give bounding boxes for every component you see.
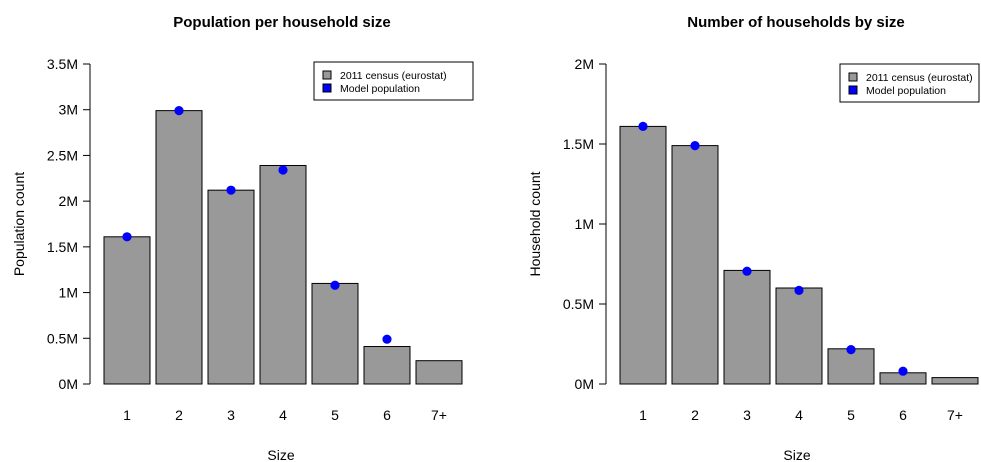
x-tick-label: 2	[691, 407, 699, 423]
bar	[775, 287, 823, 385]
y-tick-label: 1M	[59, 285, 78, 301]
y-axis-label: Household count	[527, 171, 543, 276]
legend-label-model: Model population	[340, 83, 420, 95]
model-point	[122, 232, 132, 242]
model-point	[794, 285, 804, 295]
y-tick-label: 2M	[575, 56, 594, 72]
legend-label-census: 2011 census (eurostat)	[340, 70, 447, 82]
model-point	[226, 185, 236, 195]
y-axis-label: Population count	[11, 172, 27, 276]
bar	[363, 346, 411, 385]
model-point	[898, 366, 908, 376]
bar	[155, 110, 203, 385]
model-point	[638, 121, 648, 131]
model-point	[742, 266, 752, 276]
y-tick-label: 3M	[59, 102, 78, 118]
x-tick-label: 4	[795, 407, 803, 423]
y-tick-label: 0M	[59, 376, 78, 392]
x-tick-label: 2	[175, 407, 183, 423]
legend-box	[839, 63, 980, 103]
x-tick-label: 7+	[431, 407, 447, 423]
bar	[207, 189, 255, 385]
bar	[103, 236, 151, 385]
chart-title: Population per household size	[173, 14, 391, 31]
x-axis-label: Size	[267, 447, 294, 462]
bar	[619, 125, 667, 385]
x-tick-label: 5	[847, 407, 855, 423]
x-tick-label: 4	[279, 407, 287, 423]
y-tick-label: 0.5M	[563, 296, 594, 312]
model-point	[382, 334, 392, 344]
model-point	[690, 141, 700, 151]
legend-label-census: 2011 census (eurostat)	[866, 72, 973, 84]
x-tick-label: 1	[639, 407, 647, 423]
x-axis-label: Size	[783, 447, 810, 462]
bar	[671, 145, 719, 385]
x-tick-label: 6	[383, 407, 391, 423]
x-tick-label: 7+	[947, 407, 963, 423]
legend-swatch-model	[322, 83, 332, 93]
y-tick-label: 3.5M	[47, 56, 78, 72]
y-tick-label: 0M	[575, 376, 594, 392]
y-tick-label: 2.5M	[47, 147, 78, 163]
model-point	[278, 165, 288, 175]
bar	[415, 360, 463, 385]
x-tick-label: 6	[899, 407, 907, 423]
bar	[311, 282, 359, 385]
y-tick-label: 0.5M	[47, 330, 78, 346]
legend-swatch-model	[848, 85, 858, 95]
y-tick-label: 1.5M	[47, 239, 78, 255]
y-tick-label: 1.5M	[563, 136, 594, 152]
model-point	[330, 280, 340, 290]
legend-swatch-census	[322, 70, 332, 80]
x-tick-label: 5	[331, 407, 339, 423]
x-tick-label: 3	[227, 407, 235, 423]
legend-box	[313, 61, 474, 101]
model-point	[846, 345, 856, 355]
bar	[723, 269, 771, 385]
x-tick-label: 1	[123, 407, 131, 423]
chart-title: Number of households by size	[687, 14, 905, 31]
bar	[259, 164, 307, 385]
x-tick-label: 3	[743, 407, 751, 423]
legend-swatch-census	[848, 72, 858, 82]
model-point	[174, 106, 184, 116]
legend-label-model: Model population	[866, 85, 946, 97]
y-tick-label: 1M	[575, 216, 594, 232]
bar	[931, 377, 979, 385]
y-tick-label: 2M	[59, 193, 78, 209]
